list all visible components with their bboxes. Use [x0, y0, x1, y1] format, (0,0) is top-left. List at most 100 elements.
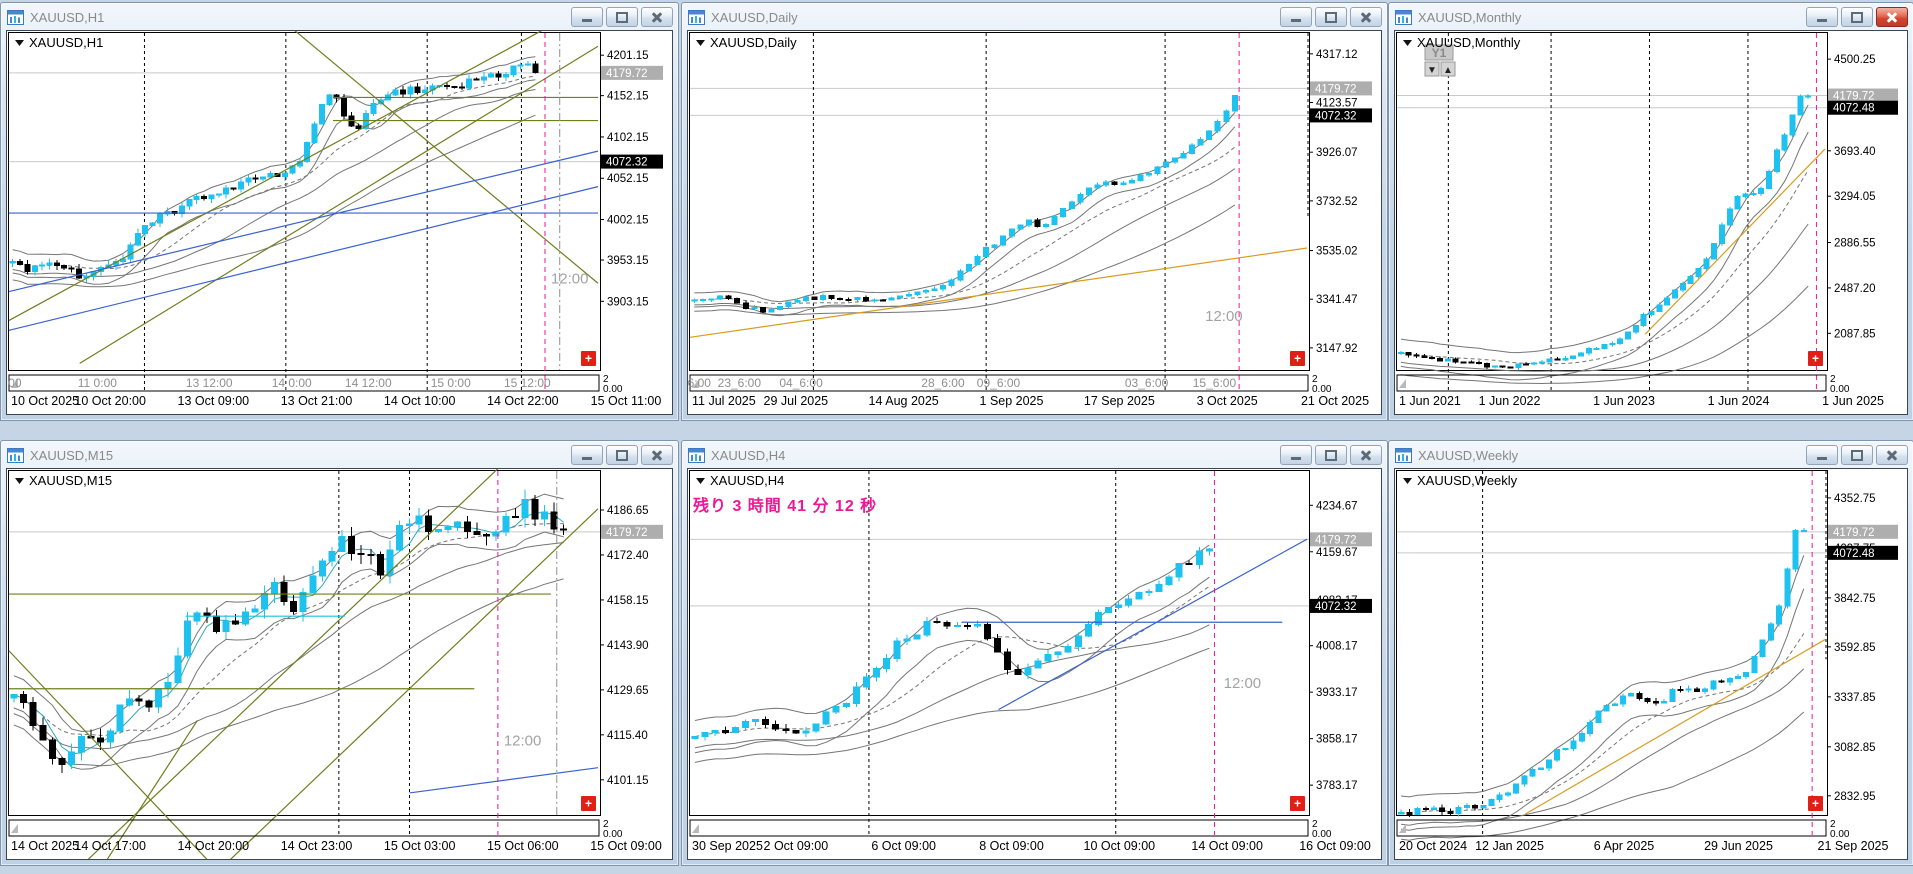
price-axis[interactable]: 4234.674179.724159.674082.174072.324008.…	[1309, 500, 1372, 792]
plus-icon[interactable]: +	[585, 797, 592, 811]
window-titlebar[interactable]: XAUUSD,Daily	[682, 3, 1387, 30]
chart-canvas[interactable]: 12:00XAUUSD,M15+4186.654179.724172.40415…	[7, 469, 672, 859]
time-strip-label: 23_6:00	[718, 376, 762, 390]
price-axis-label: 2487.20	[1834, 283, 1876, 295]
maximize-button[interactable]	[1841, 7, 1873, 27]
window-titlebar[interactable]: XAUUSD,Monthly	[1389, 3, 1913, 30]
price-axis-label: 4008.17	[1316, 641, 1358, 653]
plus-button[interactable]: +	[581, 351, 596, 366]
time-axis[interactable]: 20.00	[690, 819, 1332, 840]
date-axis-label: 29 Jul 2025	[764, 394, 829, 408]
minimize-button[interactable]	[571, 7, 603, 27]
minimize-button[interactable]	[1806, 7, 1838, 27]
price-axis-label: 2087.85	[1834, 328, 1876, 340]
plus-button[interactable]: +	[1808, 796, 1823, 811]
price-axis[interactable]: 4352.754179.724097.754072.483842.753592.…	[1827, 493, 1898, 803]
window-titlebar[interactable]: XAUUSD,H4	[682, 441, 1387, 468]
chart-client-area[interactable]: 12:00残り 3 時間 41 分 12 秒XAUUSD,H4+4234.674…	[687, 468, 1382, 860]
close-price-tag: 4072.32	[606, 157, 648, 169]
chart-window-m15[interactable]: XAUUSD,M15 12:00XAUUSD,M15+4186.654179.7…	[0, 440, 679, 866]
date-axis[interactable]: 1 Jun 20211 Jun 20221 Jun 20231 Jun 2024…	[1399, 394, 1884, 408]
price-axis-label: 4172.40	[607, 550, 649, 562]
time-axis[interactable]: 6:0023_6:0004_6:0028_6:0009_6:0003_6:001…	[688, 374, 1332, 395]
price-axis[interactable]: 4201.154179.724152.154102.154072.324052.…	[600, 50, 663, 308]
bar-countdown-label: 残り 3 時間 41 分 12 秒	[693, 496, 877, 515]
window-titlebar[interactable]: XAUUSD,M15	[1, 441, 678, 468]
close-button[interactable]	[1350, 445, 1382, 465]
minimize-button[interactable]	[571, 445, 603, 465]
price-axis-label: 4143.90	[607, 640, 649, 652]
plus-icon[interactable]: +	[585, 352, 592, 366]
price-axis-label: 3953.15	[607, 255, 649, 267]
chart-client-area[interactable]: XAUUSD,Weekly+4352.754179.724097.754072.…	[1394, 468, 1908, 860]
window-titlebar[interactable]: XAUUSD,H1	[1, 3, 678, 30]
chart-client-area[interactable]: 12:00XAUUSD,M15+4186.654179.724172.40415…	[6, 468, 673, 860]
plus-icon[interactable]: +	[1294, 352, 1301, 366]
time-axis[interactable]: 0011 0:0013 12:0014 0:0014 12:0015 0:001…	[8, 374, 623, 395]
maximize-button[interactable]	[606, 445, 638, 465]
date-axis[interactable]: 20 Oct 202412 Jan 20256 Apr 202529 Jun 2…	[1399, 839, 1888, 853]
window-titlebar[interactable]: XAUUSD,Weekly	[1389, 441, 1913, 468]
close-button[interactable]	[641, 445, 673, 465]
time-strip-label: 09_6:00	[977, 376, 1021, 390]
date-axis-label: 14 Oct 10:00	[384, 394, 456, 408]
chart-client-area[interactable]: 12:00XAUUSD,H1+4201.154179.724152.154102…	[6, 30, 673, 415]
plus-button[interactable]: +	[1290, 796, 1305, 811]
plot-border	[1397, 33, 1828, 371]
chevron-up-icon[interactable]: ▲	[1443, 65, 1453, 76]
plus-button[interactable]: +	[1808, 351, 1823, 366]
plus-button[interactable]: +	[1290, 351, 1305, 366]
minimize-button[interactable]	[1280, 445, 1312, 465]
chart-canvas[interactable]: XAUUSD,Weekly+4352.754179.724097.754072.…	[1395, 469, 1907, 859]
chart-canvas[interactable]: 12:00XAUUSD,H1+4201.154179.724152.154102…	[7, 31, 672, 414]
date-axis-label: 1 Jun 2022	[1479, 394, 1541, 408]
chart-window-daily[interactable]: XAUUSD,Daily 12:00XAUUSD,Daily+4317.1241…	[681, 2, 1388, 421]
price-axis[interactable]: 4186.654179.724172.404158.154143.904129.…	[600, 505, 663, 787]
chart-window-monthly[interactable]: XAUUSD,Monthly Y1▼▲XAUUSD,Monthly+4500.2…	[1388, 2, 1913, 421]
price-axis-label: 3341.47	[1316, 294, 1358, 306]
price-axis-label: 3732.52	[1316, 196, 1358, 208]
mdi-workspace: XAUUSD,H1 12:00XAUUSD,H1+4201.154179.724…	[0, 0, 1913, 874]
chart-symbol-label: XAUUSD,M15	[29, 473, 112, 488]
close-button[interactable]	[641, 7, 673, 27]
date-axis-label: 1 Jun 2023	[1593, 394, 1655, 408]
maximize-button[interactable]	[1841, 445, 1873, 465]
date-axis-label: 15 Oct 06:00	[487, 839, 559, 853]
time-axis[interactable]: 20.00	[9, 819, 623, 840]
chart-client-area[interactable]: Y1▼▲XAUUSD,Monthly+4500.254179.724072.48…	[1394, 30, 1908, 415]
chart-canvas[interactable]: 12:00XAUUSD,Daily+4317.124179.724123.574…	[688, 31, 1381, 414]
date-axis-label: 14 Oct 23:00	[281, 839, 353, 853]
price-axis[interactable]: 4317.124179.724123.574072.323926.073732.…	[1309, 49, 1372, 355]
plus-button[interactable]: +	[581, 796, 596, 811]
close-button[interactable]	[1876, 7, 1908, 27]
maximize-button[interactable]	[606, 7, 638, 27]
maximize-button[interactable]	[1315, 445, 1347, 465]
chart-window-h1[interactable]: XAUUSD,H1 12:00XAUUSD,H1+4201.154179.724…	[0, 2, 679, 421]
time-strip-label: 28_6:00	[921, 376, 965, 390]
maximize-button[interactable]	[1315, 7, 1347, 27]
chart-window-h4[interactable]: XAUUSD,H4 12:00残り 3 時間 41 分 12 秒XAUUSD,H…	[681, 440, 1388, 866]
date-axis[interactable]: 10 Oct 202510 Oct 20:0013 Oct 09:0013 Oc…	[11, 394, 661, 408]
price-axis[interactable]: 4500.254179.724072.483693.403294.052886.…	[1827, 54, 1898, 340]
date-axis-label: 10 Oct 20:00	[74, 394, 146, 408]
date-axis[interactable]: 30 Sep 20252 Oct 09:006 Oct 09:008 Oct 0…	[692, 839, 1371, 853]
plus-icon[interactable]: +	[1812, 797, 1819, 811]
plus-icon[interactable]: +	[1294, 797, 1301, 811]
price-axis-label: 3147.92	[1316, 343, 1358, 355]
minimize-button[interactable]	[1280, 7, 1312, 27]
chart-client-area[interactable]: 12:00XAUUSD,Daily+4317.124179.724123.574…	[687, 30, 1382, 415]
close-button[interactable]	[1350, 7, 1382, 27]
plus-icon[interactable]: +	[1812, 352, 1819, 366]
price-axis-label: 3592.85	[1834, 642, 1876, 654]
minimize-button[interactable]	[1806, 445, 1838, 465]
date-axis[interactable]: 11 Jul 202529 Jul 202514 Aug 20251 Sep 2…	[692, 394, 1369, 408]
date-axis-label: 14 Aug 2025	[869, 394, 939, 408]
time-axis[interactable]: 20.00	[1397, 374, 1850, 395]
close-button[interactable]	[1876, 445, 1908, 465]
date-axis[interactable]: 14 Oct 202514 Oct 17:0014 Oct 20:0014 Oc…	[11, 839, 662, 853]
chart-window-weekly[interactable]: XAUUSD,Weekly XAUUSD,Weekly+4352.754179.…	[1388, 440, 1913, 866]
chevron-down-icon[interactable]: ▼	[1427, 65, 1437, 76]
chart-canvas[interactable]: 12:00残り 3 時間 41 分 12 秒XAUUSD,H4+4234.674…	[688, 469, 1381, 859]
session-time-label: 12:00	[1224, 675, 1262, 692]
chart-canvas[interactable]: Y1▼▲XAUUSD,Monthly+4500.254179.724072.48…	[1395, 31, 1907, 414]
